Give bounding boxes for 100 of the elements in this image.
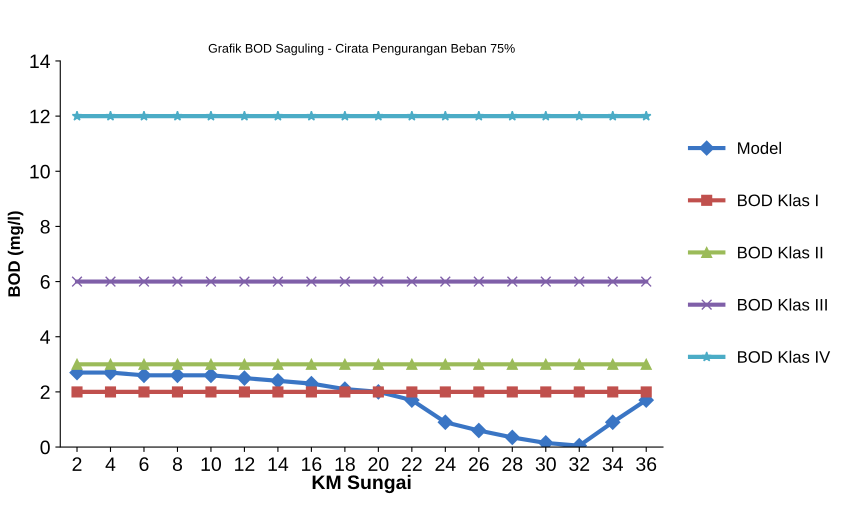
x-tick-label: 10 bbox=[202, 457, 221, 472]
x-tick-label: 18 bbox=[336, 457, 355, 472]
point bbox=[206, 110, 216, 121]
point bbox=[473, 386, 484, 398]
point bbox=[104, 276, 116, 288]
point bbox=[406, 386, 418, 398]
x-tick-label: 20 bbox=[368, 457, 388, 472]
point bbox=[440, 358, 451, 370]
point bbox=[105, 110, 116, 121]
x-tick-label: 16 bbox=[302, 457, 322, 472]
point bbox=[306, 386, 317, 398]
point bbox=[607, 276, 618, 288]
point bbox=[272, 110, 284, 121]
y-tick-label: 2 bbox=[40, 385, 50, 399]
point bbox=[172, 358, 184, 370]
point bbox=[239, 110, 250, 121]
point bbox=[71, 386, 83, 398]
x-tick-label: 8 bbox=[172, 457, 182, 472]
x-tick-label: 26 bbox=[468, 457, 489, 472]
point bbox=[605, 414, 620, 430]
point bbox=[640, 276, 652, 288]
legend-label: BOD Klas III bbox=[738, 298, 827, 311]
point bbox=[473, 110, 484, 121]
point bbox=[172, 276, 184, 288]
point bbox=[306, 358, 317, 370]
y-tick-label: 6 bbox=[40, 275, 50, 289]
point bbox=[306, 110, 317, 121]
point bbox=[238, 386, 250, 398]
point bbox=[574, 386, 585, 398]
point bbox=[136, 368, 152, 383]
point bbox=[104, 358, 116, 370]
point bbox=[138, 110, 150, 121]
x-tick-label: 14 bbox=[268, 457, 288, 471]
y-tick-label: 8 bbox=[40, 220, 50, 234]
point bbox=[540, 276, 552, 288]
x-tick-label: 6 bbox=[140, 457, 149, 472]
point bbox=[272, 358, 284, 370]
point bbox=[504, 430, 520, 445]
point bbox=[406, 276, 418, 288]
point bbox=[607, 358, 618, 370]
x-tick-label: 34 bbox=[602, 457, 623, 472]
point bbox=[440, 386, 451, 398]
point bbox=[506, 386, 518, 398]
point bbox=[373, 110, 384, 121]
x-axis-title: KM Sungai bbox=[312, 474, 410, 494]
point bbox=[172, 110, 183, 121]
point bbox=[138, 358, 150, 370]
legend-label: BOD Klas II bbox=[738, 246, 822, 258]
y-tick-label: 12 bbox=[30, 110, 50, 124]
point bbox=[506, 110, 518, 121]
point bbox=[640, 110, 652, 121]
point bbox=[372, 276, 384, 288]
y-tick-label: 0 bbox=[40, 440, 50, 454]
point bbox=[471, 422, 486, 438]
point bbox=[205, 386, 216, 398]
y-tick-label: 10 bbox=[30, 164, 50, 179]
point bbox=[540, 110, 552, 121]
y-tick-label: 4 bbox=[40, 330, 50, 344]
point bbox=[272, 276, 284, 288]
x-tick-label: 36 bbox=[636, 457, 656, 472]
point bbox=[172, 386, 184, 398]
x-tick-label: 30 bbox=[536, 457, 556, 472]
point bbox=[339, 386, 350, 398]
chart-title: Grafik BOD Saguling - Cirata Pengurangan Beban 75% bbox=[208, 44, 515, 56]
point bbox=[640, 386, 652, 398]
point bbox=[540, 358, 552, 370]
point bbox=[406, 358, 418, 370]
x-tick-label: 22 bbox=[402, 457, 422, 471]
point bbox=[104, 386, 116, 398]
point bbox=[238, 276, 250, 288]
point bbox=[372, 358, 384, 370]
point bbox=[506, 276, 518, 288]
point bbox=[138, 386, 150, 398]
x-tick-label: 12 bbox=[235, 457, 254, 471]
point bbox=[205, 358, 216, 370]
x-tick-label: 24 bbox=[435, 457, 456, 471]
point bbox=[71, 276, 83, 288]
point bbox=[473, 276, 484, 288]
point bbox=[72, 110, 82, 121]
point bbox=[138, 276, 150, 288]
point bbox=[236, 370, 252, 386]
point bbox=[440, 110, 451, 121]
point bbox=[574, 276, 585, 288]
x-tick-label: 32 bbox=[569, 457, 590, 472]
point bbox=[473, 358, 484, 370]
point bbox=[71, 358, 83, 370]
legend-label: BOD Klas I bbox=[738, 194, 818, 206]
point bbox=[438, 414, 453, 430]
point bbox=[607, 386, 618, 398]
point bbox=[170, 368, 186, 383]
point bbox=[440, 276, 451, 288]
point bbox=[205, 276, 216, 288]
x-tick-label: 28 bbox=[502, 457, 522, 472]
legend-label: BOD Klas IV bbox=[738, 350, 830, 363]
point bbox=[340, 110, 350, 121]
point bbox=[640, 358, 652, 370]
point bbox=[339, 276, 350, 288]
point bbox=[506, 358, 518, 370]
x-tick-label: 4 bbox=[106, 457, 116, 471]
point bbox=[607, 110, 618, 121]
